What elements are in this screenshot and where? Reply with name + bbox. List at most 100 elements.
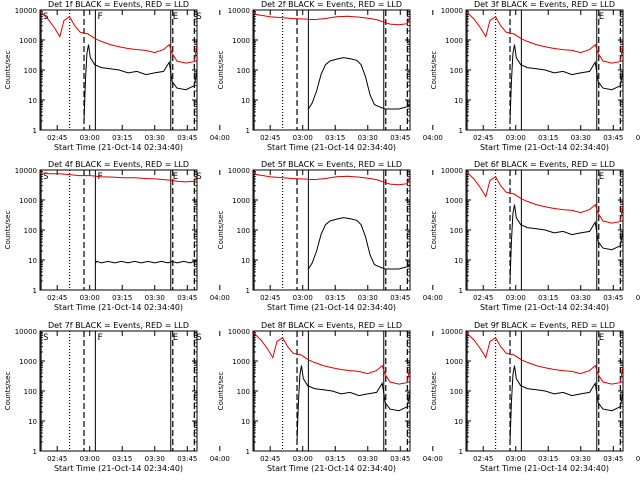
marker-label: S xyxy=(196,172,201,182)
events-series-line xyxy=(307,217,410,270)
y-axis-title: Counts/sec xyxy=(4,372,12,411)
marker-label: E xyxy=(173,12,178,22)
panel-9: Det 9f BLACK = Events, RED = LLD 1 10 100 10… xyxy=(430,321,640,473)
y-axis-title: Counts/sec xyxy=(217,211,225,250)
x-tick-label: 02:45 xyxy=(260,294,280,302)
events-series-line xyxy=(296,365,410,443)
y-tick-label: 10 xyxy=(454,97,463,105)
marker-label: S xyxy=(196,12,201,22)
panel-3: Det 3f BLACK = Events, RED = LLD 1 10 100 10… xyxy=(430,0,640,152)
y-axis-title: Counts/sec xyxy=(430,211,438,250)
y-tick-label: 1 xyxy=(246,287,250,295)
plot-frame xyxy=(39,169,198,291)
panel-5: Det 5f BLACK = Events, RED = LLD 1 10 100 10… xyxy=(217,160,443,312)
events-series-line xyxy=(509,204,623,282)
marker-label: E xyxy=(599,333,604,343)
marker-label: S xyxy=(43,172,48,182)
panel-title: Det 1f BLACK = Events, RED = LLD xyxy=(48,0,189,9)
x-tick-label: 03:00 xyxy=(506,455,526,463)
y-tick-label: 10000 xyxy=(441,7,463,15)
events-series-line xyxy=(509,44,623,122)
x-tick-label: 03:15 xyxy=(112,455,132,463)
y-tick-label: 10000 xyxy=(228,328,250,336)
panel-2: Det 2f BLACK = Events, RED = LLD 1 10 100 10… xyxy=(217,0,443,152)
x-tick-label: 04:00 xyxy=(636,294,640,302)
x-tick-label: 03:15 xyxy=(325,294,345,302)
x-tick-label: 03:45 xyxy=(177,294,197,302)
x-tick-label: 03:15 xyxy=(112,294,132,302)
x-tick-label: 03:00 xyxy=(506,294,526,302)
marker-label: E xyxy=(173,333,178,343)
x-tick-label: 03:30 xyxy=(571,134,591,142)
x-tick-label: 03:30 xyxy=(571,294,591,302)
x-tick-label: 03:30 xyxy=(145,294,165,302)
y-tick-label: 10000 xyxy=(228,7,250,15)
x-tick-label: 03:45 xyxy=(603,294,623,302)
x-tick-label: 02:45 xyxy=(473,294,493,302)
x-tick-label: 03:00 xyxy=(293,134,313,142)
y-tick-label: 1 xyxy=(246,448,250,456)
y-tick-label: 10 xyxy=(28,418,37,426)
lld-series-line xyxy=(466,332,623,385)
y-axis-title: Counts/sec xyxy=(430,372,438,411)
x-tick-label: 03:45 xyxy=(390,455,410,463)
lld-series-line xyxy=(253,332,410,385)
x-tick-label: 02:45 xyxy=(473,455,493,463)
panel-8: Det 8f BLACK = Events, RED = LLD 1 10 100 10… xyxy=(217,321,443,473)
y-tick-label: 1000 xyxy=(445,197,463,205)
y-tick-label: 10 xyxy=(28,257,37,265)
x-tick-label: 03:15 xyxy=(325,134,345,142)
x-tick-label: 03:45 xyxy=(603,455,623,463)
x-tick-label: 03:00 xyxy=(293,294,313,302)
panel-title: Det 9f BLACK = Events, RED = LLD xyxy=(474,321,615,330)
panel-title: Det 5f BLACK = Events, RED = LLD xyxy=(261,160,402,169)
y-tick-label: 100 xyxy=(237,388,250,396)
x-axis-title: Start Time (21-Oct-14 02:34:40) xyxy=(480,143,609,152)
x-tick-label: 04:00 xyxy=(210,294,230,302)
marker-label: E xyxy=(599,12,604,22)
y-tick-label: 1000 xyxy=(19,37,37,45)
y-tick-label: 10000 xyxy=(441,167,463,175)
x-tick-label: 03:00 xyxy=(80,294,100,302)
lld-series-line xyxy=(466,11,623,64)
x-tick-label: 04:00 xyxy=(636,134,640,142)
x-axis-title: Start Time (21-Oct-14 02:34:40) xyxy=(54,143,183,152)
y-tick-label: 1 xyxy=(33,127,37,135)
lld-series-line xyxy=(40,172,197,183)
x-axis-title: Start Time (21-Oct-14 02:34:40) xyxy=(54,464,183,473)
y-tick-label: 1000 xyxy=(232,197,250,205)
events-series-line xyxy=(509,365,623,443)
y-tick-label: 10 xyxy=(241,418,250,426)
y-tick-label: 1 xyxy=(459,287,463,295)
x-tick-label: 02:45 xyxy=(47,134,67,142)
y-tick-label: 1000 xyxy=(232,37,250,45)
plot-frame xyxy=(252,9,411,131)
y-tick-label: 100 xyxy=(24,67,37,75)
panel-title: Det 8f BLACK = Events, RED = LLD xyxy=(261,321,402,330)
x-tick-label: 04:00 xyxy=(423,294,443,302)
x-tick-label: 03:45 xyxy=(603,134,623,142)
x-axis-title: Start Time (21-Oct-14 02:34:40) xyxy=(480,303,609,312)
y-tick-label: 10000 xyxy=(15,328,37,336)
x-tick-label: 02:45 xyxy=(473,134,493,142)
x-tick-label: 02:45 xyxy=(47,455,67,463)
y-tick-label: 1 xyxy=(246,127,250,135)
x-tick-label: 04:00 xyxy=(210,134,230,142)
lld-series-line xyxy=(253,12,410,26)
marker-label: E xyxy=(599,172,604,182)
y-tick-label: 100 xyxy=(24,227,37,235)
x-tick-label: 04:00 xyxy=(636,455,640,463)
x-tick-label: 03:00 xyxy=(80,455,100,463)
y-tick-label: 10 xyxy=(241,97,250,105)
lld-series-line xyxy=(253,172,410,186)
x-tick-label: 03:30 xyxy=(358,455,378,463)
panel-4: Det 4f BLACK = Events, RED = LLD 1 10 100 10… xyxy=(4,160,230,312)
panel-title: Det 6f BLACK = Events, RED = LLD xyxy=(474,160,615,169)
x-tick-label: 03:45 xyxy=(390,294,410,302)
y-tick-label: 1000 xyxy=(19,197,37,205)
y-tick-label: 10000 xyxy=(441,328,463,336)
y-axis-title: Counts/sec xyxy=(217,51,225,90)
panel-6: Det 6f BLACK = Events, RED = LLD 1 10 100 10… xyxy=(430,160,640,312)
marker-label: F xyxy=(97,333,102,343)
